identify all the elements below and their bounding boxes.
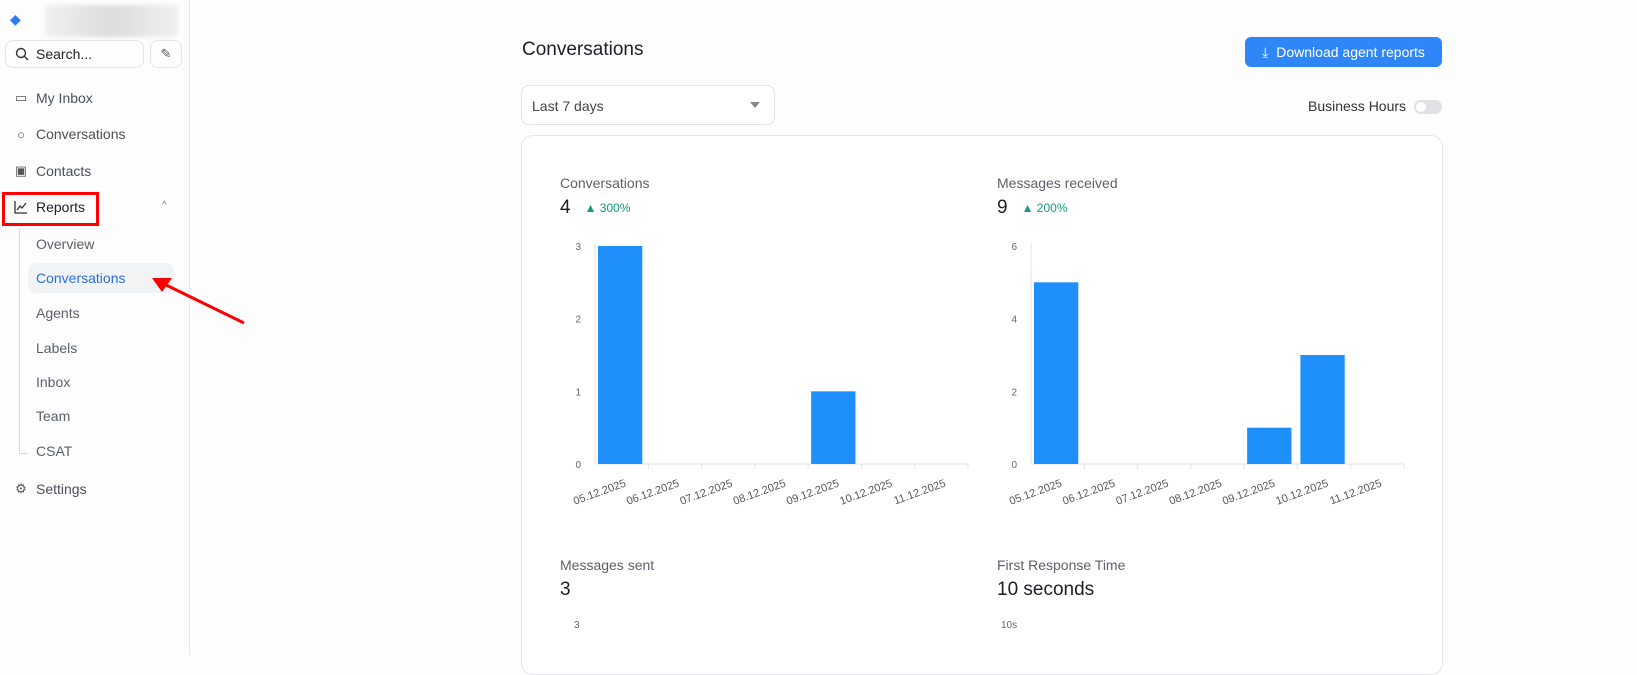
y-tick-label: 3	[575, 242, 581, 253]
nav-label: Settings	[36, 481, 87, 497]
nav-conversations[interactable]: ○ Conversations	[14, 126, 126, 142]
y-tick-label: 4	[1011, 315, 1017, 326]
x-tick-label: 11.12.2025	[1328, 478, 1383, 508]
download-icon: ⤓	[1262, 43, 1269, 60]
bar	[598, 246, 643, 464]
search-label: Search...	[36, 46, 93, 62]
sub-inbox[interactable]: Inbox	[36, 374, 71, 390]
y-tick-label: 2	[1011, 387, 1017, 398]
contact-card-icon: ▣	[14, 163, 28, 178]
y-tick: 10s	[1001, 620, 1018, 631]
page-title: Conversations	[522, 39, 644, 60]
sub-team[interactable]: Team	[36, 408, 71, 424]
download-label: Download agent reports	[1276, 44, 1425, 60]
gear-icon: ⚙	[15, 481, 27, 496]
metric-change: ▲ 300%	[584, 201, 631, 215]
y-tick-label: 0	[1011, 460, 1017, 471]
metric-change: ▲ 200%	[1021, 201, 1068, 215]
business-hours-label: Business Hours	[1308, 98, 1407, 114]
metric-value: 3	[560, 579, 571, 600]
metric-value: 9	[997, 197, 1008, 218]
metric-conversations: Conversations 4 ▲ 300%	[560, 175, 650, 219]
change-value: 300%	[599, 201, 631, 215]
x-tick-label: 10.12.2025	[1274, 478, 1330, 508]
highlight-box	[2, 192, 99, 226]
date-range-select[interactable]: Last 7 days	[521, 85, 775, 125]
search-icon	[15, 47, 29, 61]
x-tick-label: 05.12.2025	[1008, 478, 1064, 508]
metric-first-response-time: First Response Time 10 seconds	[997, 557, 1125, 601]
metrics-card: Conversations 4 ▲ 300% Messages received 9 ▲…	[521, 135, 1443, 675]
metric-value: 4	[560, 197, 571, 218]
nav-contacts[interactable]: ▣ Contacts	[14, 163, 91, 179]
bar	[1034, 282, 1079, 464]
x-tick-label: 10.12.2025	[838, 478, 894, 508]
caret-down-icon	[750, 102, 760, 108]
chat-bubble-icon: ○	[17, 126, 25, 142]
change-value: 200%	[1036, 201, 1068, 215]
x-tick-label: 06.12.2025	[1061, 478, 1117, 508]
account-name-blurred	[45, 5, 178, 37]
sidebar: ◆ Search... ✎ ▭ My Inbox ○ Conversations ▣…	[0, 0, 190, 655]
metric-label: Messages sent	[560, 557, 655, 573]
x-tick-label: 09.12.2025	[785, 478, 841, 508]
business-hours-toggle[interactable]	[1414, 100, 1442, 114]
compose-button[interactable]: ✎	[150, 40, 182, 68]
sub-csat[interactable]: CSAT	[36, 443, 73, 459]
download-agent-reports-button[interactable]: ⤓ Download agent reports	[1245, 37, 1442, 67]
x-tick-label: 07.12.2025	[1114, 478, 1170, 508]
nav-label: Conversations	[36, 126, 126, 142]
metric-value: 10 seconds	[997, 579, 1095, 600]
sub-agents[interactable]: Agents	[36, 305, 80, 321]
red-arrow-annotation	[152, 278, 245, 325]
bar	[811, 391, 856, 464]
nav-settings[interactable]: ⚙ Settings	[14, 481, 87, 497]
sub-labels[interactable]: Labels	[36, 340, 78, 356]
logo-icon: ◆	[10, 11, 21, 27]
x-tick-label: 08.12.2025	[732, 478, 788, 508]
bar	[1300, 355, 1345, 464]
bar	[1247, 427, 1292, 464]
x-tick-label: 11.12.2025	[892, 478, 947, 508]
nav-label: Contacts	[36, 163, 92, 179]
metric-messages-received: Messages received 9 ▲ 200%	[997, 175, 1118, 219]
x-tick-label: 06.12.2025	[625, 478, 681, 508]
x-tick-label: 05.12.2025	[572, 478, 628, 508]
chart-line-icon	[14, 200, 28, 214]
sub-overview[interactable]: Overview	[36, 236, 95, 252]
metric-label: First Response Time	[997, 557, 1126, 573]
search-button[interactable]: Search...	[5, 40, 144, 68]
y-tick: 3	[574, 620, 580, 631]
metric-label: Messages received	[997, 175, 1118, 191]
nav-label: Reports	[36, 199, 86, 215]
nav-reports[interactable]: Reports	[14, 199, 85, 215]
y-tick-label: 1	[575, 387, 581, 398]
date-range-value: Last 7 days	[532, 98, 604, 114]
tree-line	[19, 228, 27, 454]
inbox-icon: ▭	[14, 90, 28, 105]
x-tick-label: 08.12.2025	[1168, 478, 1224, 508]
metric-label: Conversations	[560, 175, 650, 191]
y-tick-label: 6	[1011, 242, 1017, 253]
x-tick-label: 09.12.2025	[1221, 478, 1277, 508]
y-tick-label: 2	[575, 315, 581, 326]
pencil-icon: ✎	[160, 46, 172, 61]
conversations-chart: 0 1 2 3 05.12.202506.12.202507.12.202508.12.…	[572, 242, 969, 508]
messages-received-chart: 0 2 4 6 05.12.202506.12.202507.12.202508.12.…	[1008, 242, 1405, 508]
sub-conversations[interactable]: Conversations	[28, 263, 174, 293]
nav-my-inbox[interactable]: ▭ My Inbox	[14, 90, 93, 106]
metric-messages-sent: Messages sent 3	[560, 557, 654, 601]
nav-label: My Inbox	[36, 90, 93, 106]
x-tick-label: 07.12.2025	[678, 478, 734, 508]
y-tick-label: 0	[575, 460, 581, 471]
chevron-up-icon[interactable]: ^	[162, 200, 167, 211]
